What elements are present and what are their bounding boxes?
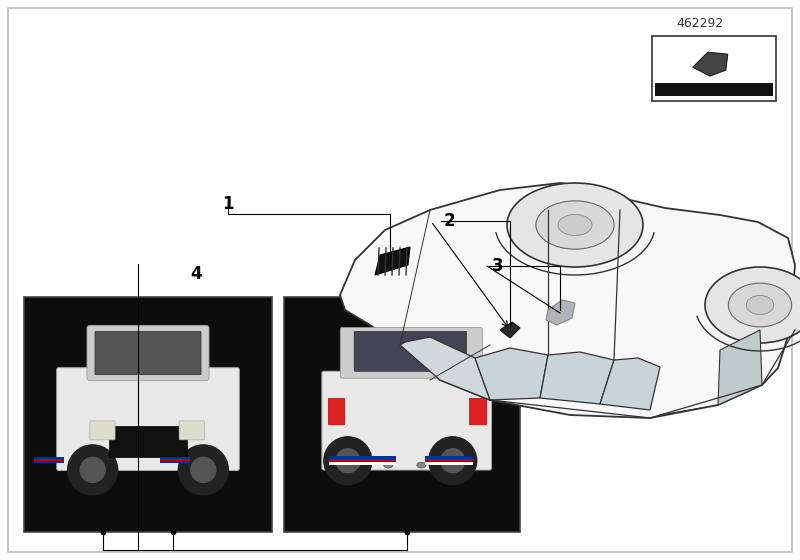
Ellipse shape [558,214,592,236]
Ellipse shape [705,267,800,343]
Ellipse shape [350,462,360,468]
Circle shape [324,437,372,484]
FancyBboxPatch shape [57,368,239,470]
FancyBboxPatch shape [179,421,204,440]
Circle shape [429,437,477,484]
Polygon shape [600,358,660,410]
Circle shape [178,445,228,495]
Bar [655,83,773,96]
Bar [24,297,272,532]
Ellipse shape [728,283,792,327]
Bar [160,457,190,459]
Bar [160,459,190,461]
Ellipse shape [746,296,774,315]
Bar [330,463,396,465]
FancyBboxPatch shape [90,421,115,440]
Polygon shape [340,183,795,418]
Polygon shape [375,247,410,275]
FancyBboxPatch shape [354,332,466,371]
Polygon shape [540,352,614,404]
FancyBboxPatch shape [87,325,209,381]
Circle shape [68,445,118,495]
Ellipse shape [384,462,393,468]
FancyBboxPatch shape [322,371,491,470]
Bar [425,463,473,465]
Bar [425,456,473,459]
Circle shape [441,449,465,473]
Circle shape [80,458,105,482]
Ellipse shape [450,462,459,468]
Polygon shape [718,330,762,405]
Bar [330,456,396,459]
Circle shape [336,449,360,473]
Polygon shape [546,300,575,325]
Bar [160,461,190,463]
Bar [284,297,520,532]
Text: 1: 1 [222,195,234,213]
Bar [109,426,187,457]
FancyBboxPatch shape [340,328,482,378]
Polygon shape [475,348,548,400]
FancyBboxPatch shape [95,332,201,375]
Bar [330,459,396,463]
Polygon shape [400,337,490,400]
Bar [425,459,473,463]
Bar [34,457,64,459]
Ellipse shape [417,462,426,468]
Bar [327,398,344,424]
Ellipse shape [536,201,614,249]
Bar [652,36,776,101]
Bar [34,461,64,463]
Ellipse shape [507,183,643,267]
Text: 462292: 462292 [676,17,724,30]
Polygon shape [693,52,728,76]
Text: 4: 4 [190,265,202,283]
Bar [34,459,64,461]
Bar [470,398,486,424]
Text: 2: 2 [444,212,456,230]
Text: 3: 3 [492,257,504,275]
Circle shape [191,458,216,482]
Polygon shape [500,322,520,338]
